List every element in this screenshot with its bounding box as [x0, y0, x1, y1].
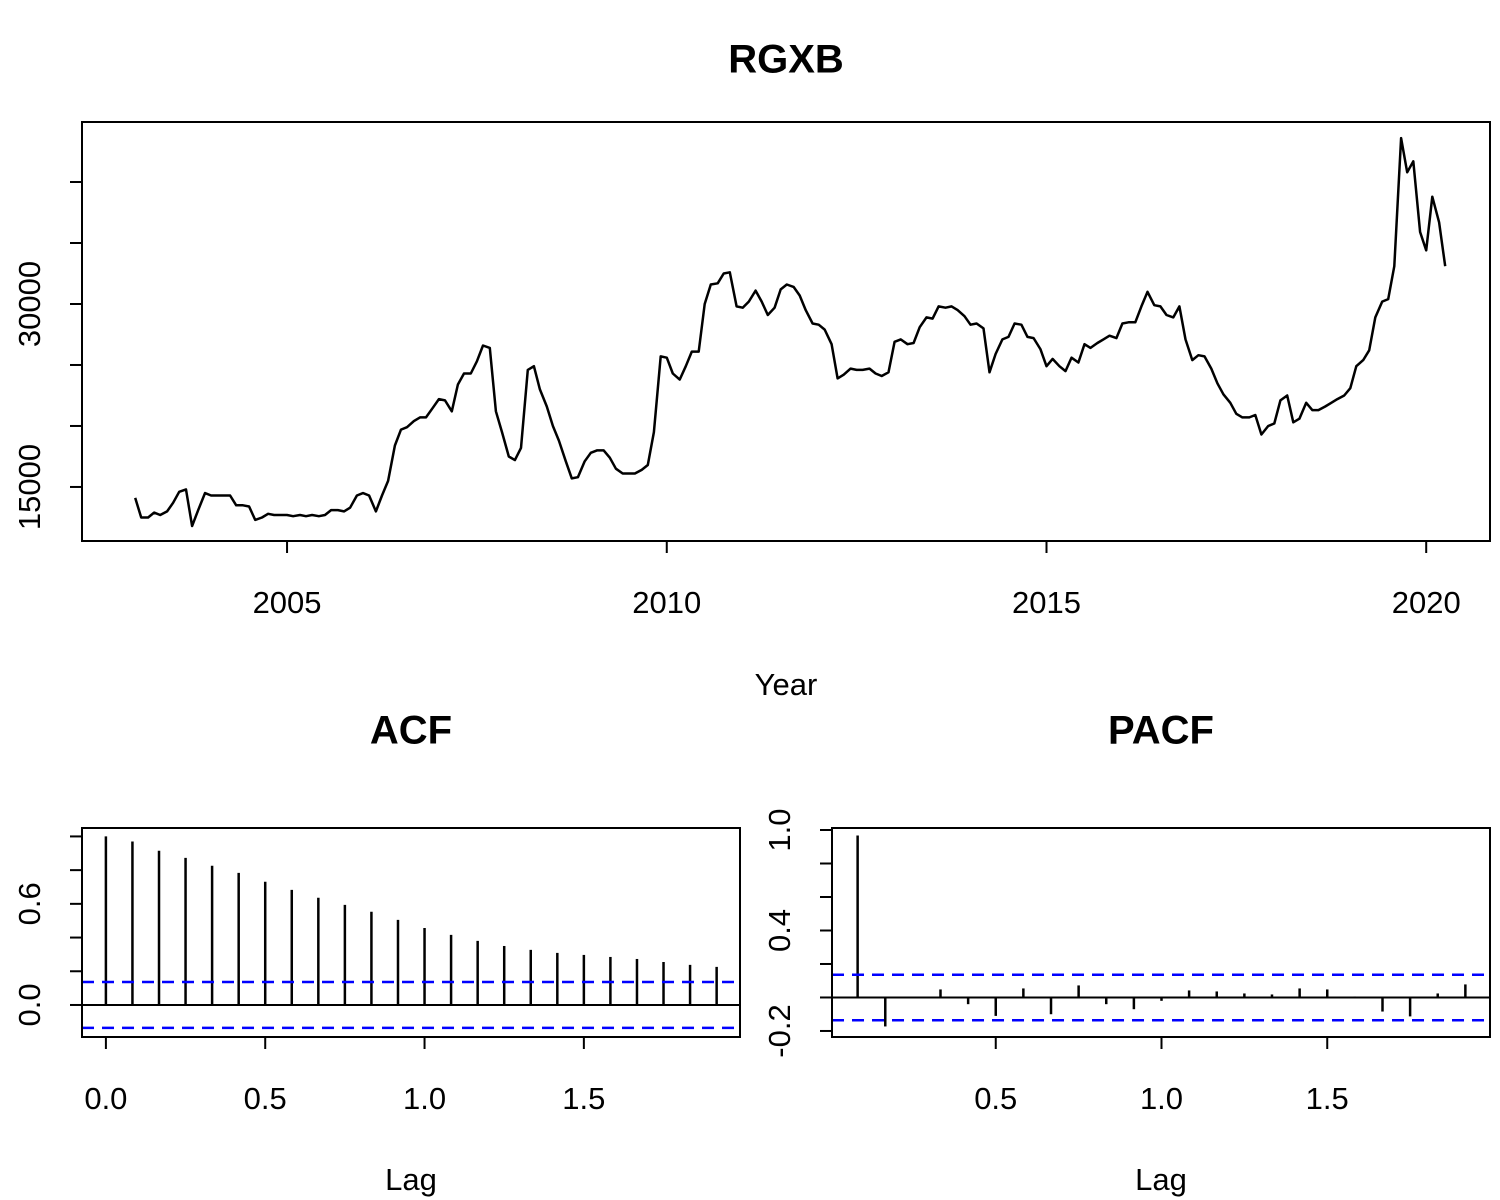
x-tick-label: 0.5 [974, 1081, 1017, 1116]
y-tick-label: 0.4 [762, 909, 797, 952]
chart-title: ACF [370, 709, 452, 753]
x-axis-label: Lag [1135, 1162, 1187, 1197]
chart-title: PACF [1108, 709, 1214, 753]
y-tick-label: 1.0 [762, 808, 797, 851]
x-tick-label: 1.0 [1140, 1081, 1183, 1116]
plot-frame [81, 827, 741, 1038]
x-tick-label: 1.5 [562, 1081, 605, 1116]
x-axis-label: Year [755, 667, 818, 702]
x-axis-label: Lag [385, 1162, 437, 1197]
y-tick-label: 0.0 [12, 983, 47, 1026]
x-tick-label: 2020 [1392, 585, 1461, 620]
x-tick-label: 0.0 [84, 1081, 127, 1116]
x-tick-label: 1.5 [1306, 1081, 1349, 1116]
y-tick-label: 30000 [12, 261, 47, 347]
y-tick-label: 15000 [12, 444, 47, 530]
x-tick-label: 2010 [632, 585, 701, 620]
y-tick-label: 0.6 [12, 882, 47, 925]
x-tick-label: 1.0 [403, 1081, 446, 1116]
plot-frame [81, 121, 1491, 542]
chart-title: RGXB [728, 38, 844, 82]
x-tick-label: 2015 [1012, 585, 1081, 620]
y-tick-label: -0.2 [762, 1004, 797, 1057]
x-tick-label: 2005 [253, 585, 322, 620]
series-line [134, 136, 1447, 528]
x-tick-label: 0.5 [244, 1081, 287, 1116]
plot-frame [831, 827, 1491, 1038]
